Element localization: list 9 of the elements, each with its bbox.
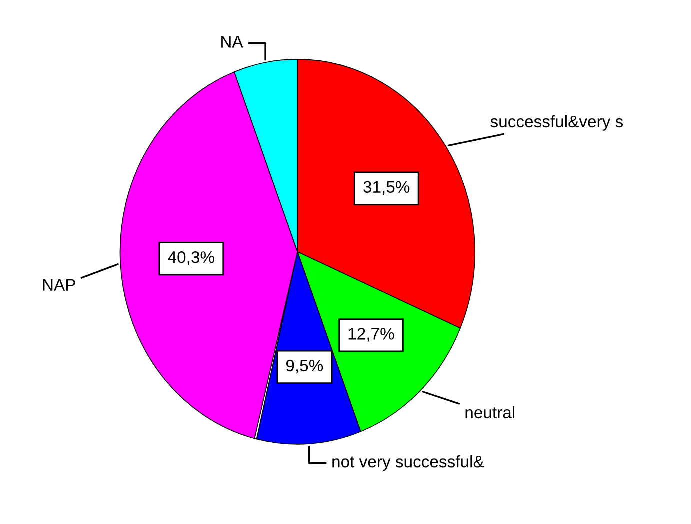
slice-label: neutral — [466, 406, 514, 419]
data-label: 12,7% — [348, 328, 394, 342]
data-label: 31,5% — [364, 181, 410, 195]
slice-label: NA — [222, 36, 244, 48]
slice-label: not very successful& — [332, 456, 484, 472]
slice-label: NAP — [43, 279, 76, 291]
data-label: 40,3% — [168, 252, 214, 266]
data-label: 9,5% — [286, 360, 324, 374]
slice-label: successful&very s — [490, 115, 624, 131]
